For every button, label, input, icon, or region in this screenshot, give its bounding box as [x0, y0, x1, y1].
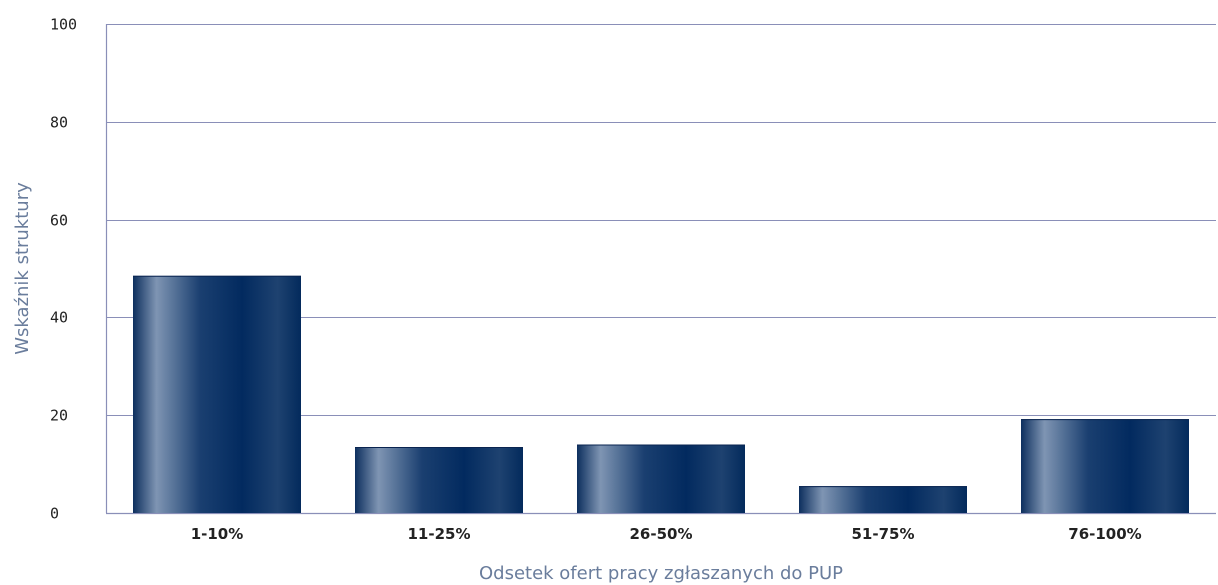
y-tick-label: 80 — [50, 114, 68, 132]
x-tick-label: 11-25% — [407, 525, 470, 543]
y-tick-labels: 0 20 40 60 80 100 — [50, 16, 77, 523]
x-axis-title: Odsetek ofert pracy zgłaszanych do PUP — [479, 563, 843, 584]
x-tick-label: 26-50% — [629, 525, 692, 543]
bars — [133, 275, 1189, 513]
x-tick-label: 51-75% — [851, 525, 914, 543]
y-tick-label: 0 — [50, 505, 59, 523]
x-tick-labels: 1-10% 11-25% 26-50% 51-75% 76-100% — [191, 525, 1142, 543]
bar-2 — [355, 447, 523, 513]
x-tick-label: 1-10% — [191, 525, 244, 543]
y-axis-title: Wskaźnik struktury — [12, 182, 33, 355]
bar-5 — [1021, 419, 1189, 513]
y-tick-label: 60 — [50, 212, 68, 230]
x-tick-label: 76-100% — [1068, 525, 1141, 543]
axes — [105, 24, 1216, 515]
bar-3 — [577, 444, 745, 513]
bar-4 — [799, 486, 967, 513]
bar-1 — [133, 275, 301, 513]
y-tick-label: 100 — [50, 16, 77, 34]
y-tick-label: 40 — [50, 309, 68, 327]
y-tick-label: 20 — [50, 407, 68, 425]
